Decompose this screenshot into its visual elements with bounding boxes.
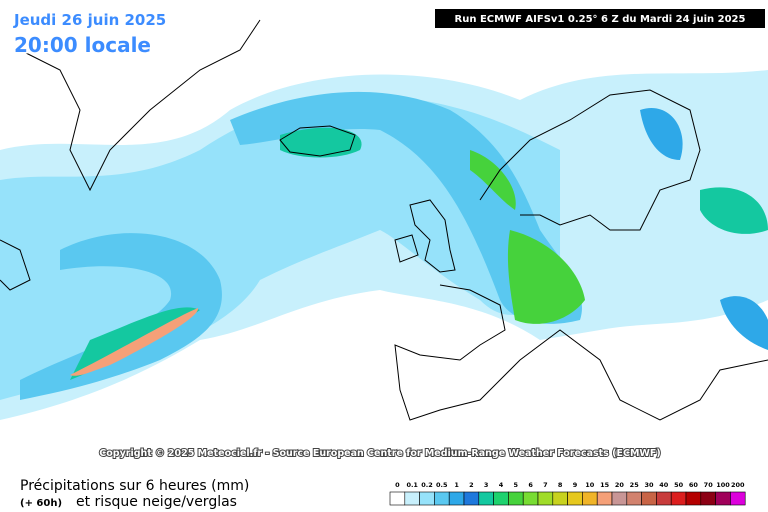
- legend-swatch: [626, 491, 642, 506]
- legend-swatch: [596, 491, 613, 506]
- legend-swatch: [730, 491, 746, 506]
- legend-label: 4: [499, 481, 504, 489]
- legend-swatch: [641, 491, 657, 506]
- legend-swatch: [537, 491, 554, 506]
- run-box: [435, 9, 765, 28]
- legend: 0 0.1 0.2 0.5 1 2 3 4 5 6 7 8 9 10 15 20 25 30 40 50 60 70 100…: [389, 481, 746, 506]
- legend-swatch: [448, 491, 465, 506]
- legend-swatch: [463, 491, 480, 506]
- legend-swatch: [389, 491, 406, 506]
- legend-label: 0.2: [421, 481, 433, 489]
- legend-swatch: [552, 491, 568, 506]
- legend-label: 100: [716, 481, 730, 489]
- legend-label: 15: [600, 481, 610, 489]
- legend-label: 10: [585, 481, 595, 489]
- precipitation-field: [0, 70, 768, 420]
- legend-swatch: [493, 491, 509, 506]
- legend-label: 6: [528, 481, 533, 489]
- legend-swatch: [715, 491, 731, 506]
- legend-label: 40: [659, 481, 669, 489]
- legend-label: 5: [514, 481, 519, 489]
- footer-title: Précipitations sur 6 heures (mm): [20, 478, 249, 494]
- legend-swatch: [434, 491, 450, 506]
- legend-label: 30: [644, 481, 654, 489]
- forecast-time: 20:00 locale: [14, 33, 151, 57]
- forecast-date: Jeudi 26 juin 2025: [13, 11, 166, 29]
- legend-swatch: [656, 491, 672, 506]
- legend-label: 7: [543, 481, 548, 489]
- legend-swatch: [419, 491, 435, 506]
- run-info: Run ECMWF AIFSv1 0.25° 6 Z du Mardi 24 j…: [455, 14, 746, 25]
- legend-swatch: [611, 491, 628, 506]
- legend-label: 0.1: [406, 481, 418, 489]
- legend-label: 20: [615, 481, 625, 489]
- legend-swatch: [404, 491, 420, 506]
- coastlines: [0, 19, 768, 421]
- legend-swatch: [508, 491, 524, 506]
- legend-label: 200: [731, 481, 745, 489]
- legend-label: 70: [704, 481, 714, 489]
- legend-label: 3: [484, 481, 489, 489]
- legend-swatch: [685, 491, 702, 506]
- legend-label: 60: [689, 481, 699, 489]
- footer-subtitle: et risque neige/verglas: [76, 494, 237, 510]
- legend-label: 2: [469, 481, 474, 489]
- legend-swatch: [478, 491, 494, 506]
- legend-label: 25: [630, 481, 640, 489]
- legend-swatch: [670, 491, 687, 506]
- legend-swatch: [567, 491, 583, 506]
- legend-label: 1: [454, 481, 459, 489]
- legend-swatch: [700, 491, 716, 506]
- legend-swatch: [522, 491, 539, 506]
- legend-label: 9: [573, 481, 578, 489]
- copyright: Copyright © 2025 Meteociel.fr - Source E…: [99, 448, 660, 459]
- legend-swatch: [582, 491, 598, 506]
- legend-label: 8: [558, 481, 563, 489]
- legend-label: 50: [674, 481, 684, 489]
- forecast-lead: (+ 60h): [20, 498, 62, 509]
- legend-label: 0.5: [436, 481, 448, 489]
- legend-label: 0: [395, 481, 400, 489]
